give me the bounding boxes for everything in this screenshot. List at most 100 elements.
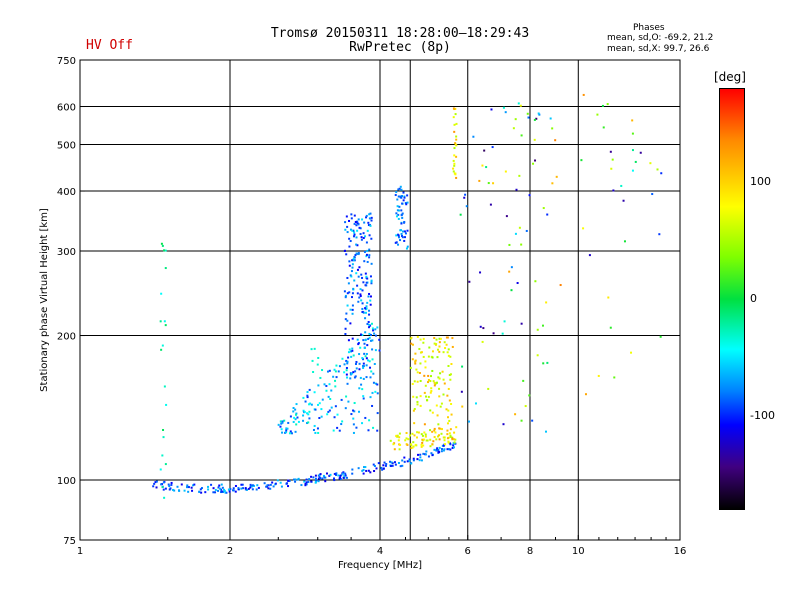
scatter-point: [370, 262, 373, 265]
scatter-point: [368, 213, 371, 216]
scatter-point: [371, 391, 374, 394]
scatter-point: [305, 481, 308, 484]
scatter-point: [228, 490, 231, 493]
scatter-point: [481, 340, 484, 343]
scatter-point: [349, 373, 352, 376]
scatter-point: [244, 488, 247, 491]
scatter-point: [306, 412, 309, 415]
scatter-point: [415, 436, 418, 439]
scatter-point: [401, 216, 404, 219]
scatter-point: [371, 327, 374, 330]
scatter-point: [448, 432, 451, 435]
scatter-point: [321, 369, 324, 372]
scatter-point: [272, 485, 275, 488]
x-axis-ticks: 1 2 4 6 8 10 16: [77, 535, 686, 557]
scatter-point: [306, 396, 309, 399]
scatter-point: [361, 422, 364, 425]
scatter-point: [447, 448, 450, 451]
scatter-point: [651, 193, 654, 196]
scatter-point: [220, 483, 223, 486]
scatter-point: [449, 373, 452, 376]
scatter-point: [369, 303, 372, 306]
scatter-point: [362, 366, 365, 369]
x-tick-label: 6: [465, 546, 471, 557]
scatter-point: [358, 296, 361, 299]
scatter-point: [436, 356, 439, 359]
scatter-point: [218, 484, 221, 487]
scatter-point: [355, 252, 358, 255]
scatter-point: [411, 446, 414, 449]
scatter-point: [227, 488, 230, 491]
scatter-point: [400, 188, 403, 191]
scatter-point: [549, 117, 552, 120]
x-axis-label: Frequency [MHz]: [338, 560, 422, 571]
scatter-point: [249, 483, 252, 486]
phase-stats-o: mean, sd,O: -69.2, 21.2: [607, 33, 714, 43]
scatter-point: [424, 360, 427, 363]
scatter-point: [337, 370, 340, 373]
scatter-point: [361, 333, 364, 336]
scatter-point: [354, 370, 357, 373]
scatter-point: [505, 215, 508, 218]
scatter-point: [294, 418, 297, 421]
scatter-point: [356, 221, 359, 224]
scatter-point: [360, 299, 363, 302]
scatter-point: [406, 201, 409, 204]
scatter-point: [373, 465, 376, 468]
scatter-point: [413, 380, 416, 383]
scatter-point: [439, 427, 442, 430]
scatter-point: [411, 343, 414, 346]
scatter-point: [350, 296, 353, 299]
scatter-point: [365, 307, 368, 310]
scatter-point: [400, 222, 403, 225]
scatter-point: [399, 465, 402, 468]
scatter-point: [168, 485, 171, 488]
scatter-point: [389, 464, 392, 467]
scatter-point: [408, 459, 411, 462]
scatter-point: [582, 93, 585, 96]
scatter-point: [395, 191, 398, 194]
scatter-point: [286, 427, 289, 430]
scatter-point: [451, 437, 454, 440]
scatter-point: [351, 349, 354, 352]
scatter-point: [401, 236, 404, 239]
scatter-point: [161, 454, 164, 457]
scatter-point: [401, 202, 404, 205]
scatter-point: [610, 167, 613, 170]
scatter-point: [345, 369, 348, 372]
scatter-point: [446, 437, 449, 440]
scatter-point: [365, 305, 368, 308]
scatter-point: [190, 486, 193, 489]
scatter-point: [163, 249, 166, 252]
scatter-point: [422, 337, 425, 340]
scatter-point: [410, 444, 413, 447]
scatter-point: [353, 410, 356, 413]
scatter-point: [421, 438, 424, 441]
scatter-point: [416, 335, 419, 338]
scatter-point: [304, 483, 307, 486]
scatter-point: [193, 483, 196, 486]
scatter-point: [368, 419, 371, 422]
scatter-point: [308, 388, 311, 391]
scatter-point: [368, 234, 371, 237]
scatter-point: [362, 339, 365, 342]
scatter-point: [317, 384, 320, 387]
scatter-point: [283, 419, 286, 422]
scatter-point: [441, 370, 444, 373]
scatter-point: [453, 438, 456, 441]
scatter-point: [405, 247, 408, 250]
scatter-point: [446, 394, 449, 397]
scatter-point: [353, 256, 356, 259]
scatter-point: [442, 351, 445, 354]
scatter-point: [333, 477, 336, 480]
scatter-point: [427, 355, 430, 358]
scatter-point: [180, 483, 183, 486]
scatter-point: [285, 427, 288, 430]
scatter-point: [367, 309, 370, 312]
scatter-point: [406, 194, 409, 197]
scatter-point: [398, 432, 401, 435]
scatter-point: [339, 476, 342, 479]
scatter-point: [639, 151, 642, 154]
scatter-point: [367, 469, 370, 472]
scatter-point: [404, 439, 407, 442]
